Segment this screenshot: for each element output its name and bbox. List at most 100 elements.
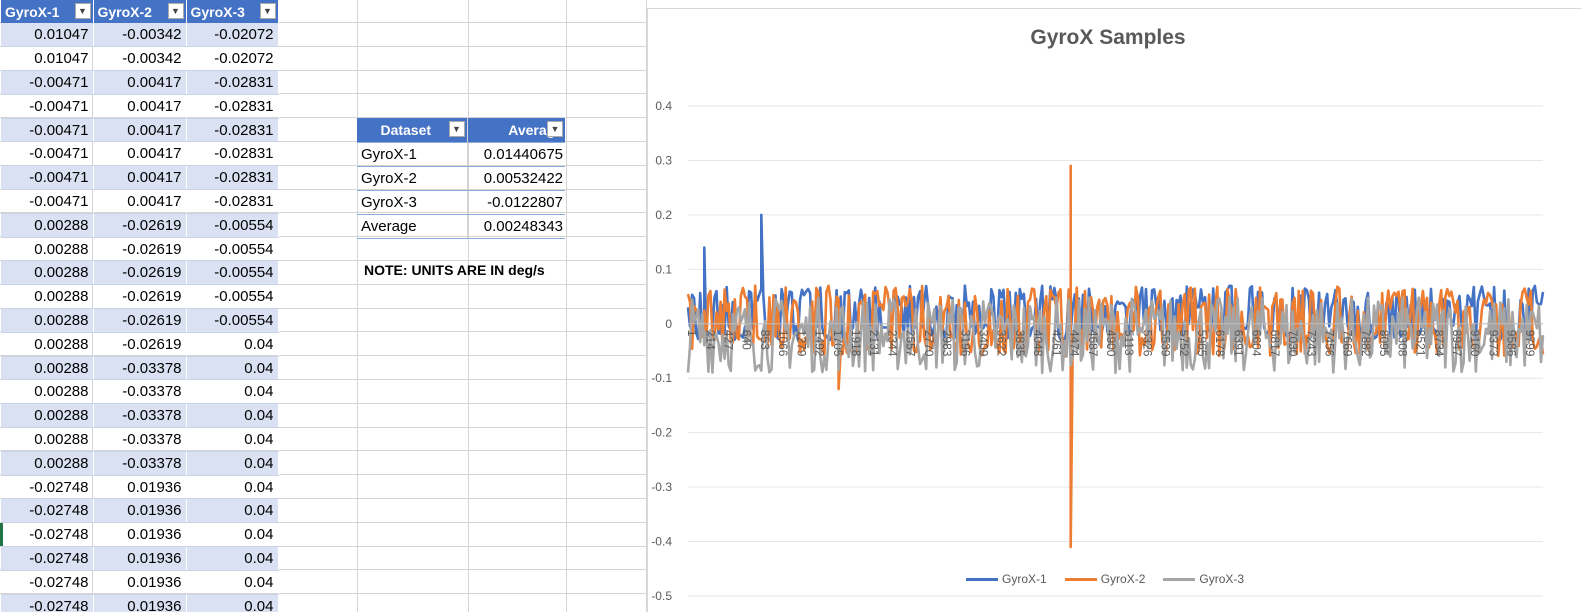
cell[interactable]: -0.02619 (93, 332, 187, 357)
cell[interactable]: 0.01936 (93, 475, 187, 500)
cell[interactable]: -0.00554 (186, 213, 279, 238)
cell[interactable]: 0.01440675 (467, 141, 565, 167)
dropdown-arrow-icon[interactable]: ▼ (448, 121, 465, 137)
dropdown-arrow-icon[interactable]: ▼ (259, 3, 276, 19)
cell[interactable]: 0.00417 (93, 141, 187, 167)
cell[interactable]: 0.01936 (93, 498, 187, 524)
cell[interactable]: -0.02619 (93, 237, 187, 262)
gyrox-chart[interactable]: GyroX Samples 0.4 0.3 0.2 0.1 0 -0.1 -0.2 -0.3 -… (647, 8, 1581, 612)
cell[interactable]: -0.02619 (93, 308, 187, 333)
cell[interactable]: 0.04 (186, 427, 279, 452)
cell[interactable]: 0.04 (186, 594, 279, 612)
cell[interactable]: -0.02831 (186, 94, 279, 119)
cell[interactable]: 0.00288 (1, 356, 94, 381)
cell[interactable]: 0.04 (186, 546, 279, 571)
cell[interactable]: -0.00342 (93, 23, 187, 48)
cell[interactable]: GyroX-2 (357, 165, 468, 191)
cell[interactable]: -0.0122807 (467, 189, 565, 215)
column-header-average[interactable]: Average ▼ (467, 118, 565, 142)
summary-row: GyroX-2 0.00532422 (357, 165, 565, 191)
cell[interactable]: 0.00288 (1, 379, 94, 405)
cell[interactable]: -0.02831 (186, 189, 279, 214)
cell[interactable]: 0.00248343 (467, 213, 565, 239)
cell[interactable]: 0.00417 (93, 189, 187, 214)
cell[interactable]: -0.02831 (186, 118, 279, 143)
cell[interactable]: -0.00554 (186, 308, 279, 333)
cell[interactable]: 0.04 (186, 570, 279, 595)
cell[interactable]: 0.01936 (93, 522, 187, 548)
cell[interactable]: -0.00554 (186, 260, 279, 286)
cell[interactable]: -0.00471 (1, 94, 94, 119)
cell[interactable]: -0.02748 (1, 546, 94, 571)
cell[interactable]: 0.00288 (1, 284, 94, 310)
cell[interactable]: -0.02619 (93, 213, 187, 238)
cell[interactable]: -0.00471 (1, 70, 94, 95)
cell[interactable]: Average (357, 213, 468, 239)
cell[interactable]: -0.00554 (186, 284, 279, 310)
cell[interactable]: -0.02748 (1, 594, 94, 612)
cell[interactable]: 0.01936 (93, 594, 187, 612)
cell[interactable]: 0.04 (186, 475, 279, 500)
cell[interactable]: 0.00417 (93, 70, 187, 95)
cell[interactable]: -0.02072 (186, 46, 279, 72)
column-header-gyrox3[interactable]: GyroX-3 ▼ (186, 0, 279, 23)
cell[interactable]: 0.04 (186, 379, 279, 405)
cell[interactable]: 0.00288 (1, 332, 94, 357)
cell[interactable]: -0.02619 (93, 260, 187, 286)
dropdown-arrow-icon[interactable]: ▼ (74, 3, 91, 19)
cell[interactable]: 0.04 (186, 498, 279, 524)
cell[interactable]: 0.04 (186, 356, 279, 381)
cell[interactable]: -0.03378 (93, 451, 187, 476)
cell[interactable]: -0.03378 (93, 403, 187, 429)
cell[interactable]: -0.02831 (186, 165, 279, 191)
cell[interactable]: -0.02748 (1, 522, 94, 548)
cell[interactable]: -0.02748 (1, 498, 94, 524)
cell[interactable]: -0.00471 (1, 118, 94, 143)
cell[interactable]: -0.00471 (1, 189, 94, 214)
cell[interactable]: -0.00554 (186, 237, 279, 262)
cell[interactable]: 0.00417 (93, 118, 187, 143)
legend-swatch (1163, 577, 1196, 581)
cell[interactable]: -0.00342 (93, 46, 187, 72)
cell[interactable]: -0.00471 (1, 141, 94, 167)
cell[interactable]: 0.00288 (1, 213, 94, 238)
cell[interactable]: -0.02831 (186, 141, 279, 167)
cell[interactable]: -0.00471 (1, 165, 94, 191)
column-header-dataset[interactable]: Dataset ▼ (357, 118, 468, 142)
column-header-gyrox1[interactable]: GyroX-1 ▼ (1, 0, 94, 23)
cell[interactable]: GyroX-3 (357, 189, 468, 215)
cell[interactable]: -0.03378 (93, 356, 187, 381)
cell[interactable]: 0.01047 (1, 46, 94, 72)
cell[interactable]: 0.00288 (1, 427, 94, 452)
y-tick-label: -0.4 (651, 535, 672, 549)
cell[interactable]: 0.00288 (1, 260, 94, 286)
cell[interactable]: 0.00532422 (467, 165, 565, 191)
cell[interactable]: 0.00417 (93, 94, 187, 119)
cell[interactable]: 0.00288 (1, 308, 94, 333)
dropdown-arrow-icon[interactable]: ▼ (547, 121, 563, 137)
cell[interactable]: -0.03378 (93, 427, 187, 452)
cell[interactable]: GyroX-1 (357, 141, 468, 167)
cell[interactable]: -0.02072 (186, 23, 279, 48)
units-note[interactable]: NOTE: UNITS ARE IN deg/s (364, 262, 545, 278)
cell[interactable]: 0.00288 (1, 403, 94, 429)
cell[interactable]: 0.04 (186, 522, 279, 548)
cell[interactable]: 0.04 (186, 451, 279, 476)
cell[interactable]: 0.00288 (1, 451, 94, 476)
cell[interactable]: 0.00417 (93, 165, 187, 191)
cell[interactable]: 0.00288 (1, 237, 94, 262)
cell[interactable]: -0.03378 (93, 379, 187, 405)
cell[interactable]: 0.01936 (93, 546, 187, 571)
cell[interactable]: -0.02748 (1, 570, 94, 595)
chart-legend[interactable]: GyroX-1 GyroX-2 GyroX-3 (966, 572, 1244, 586)
cell[interactable]: -0.02619 (93, 284, 187, 310)
dropdown-arrow-icon[interactable]: ▼ (167, 3, 184, 19)
cell[interactable]: 0.04 (186, 332, 279, 357)
cell[interactable]: -0.02748 (1, 475, 94, 500)
chart-title[interactable]: GyroX Samples (1030, 26, 1186, 49)
cell[interactable]: 0.04 (186, 403, 279, 429)
column-header-gyrox2[interactable]: GyroX-2 ▼ (93, 0, 187, 23)
cell[interactable]: 0.01936 (93, 570, 187, 595)
cell[interactable]: -0.02831 (186, 70, 279, 95)
cell[interactable]: 0.01047 (1, 23, 94, 48)
